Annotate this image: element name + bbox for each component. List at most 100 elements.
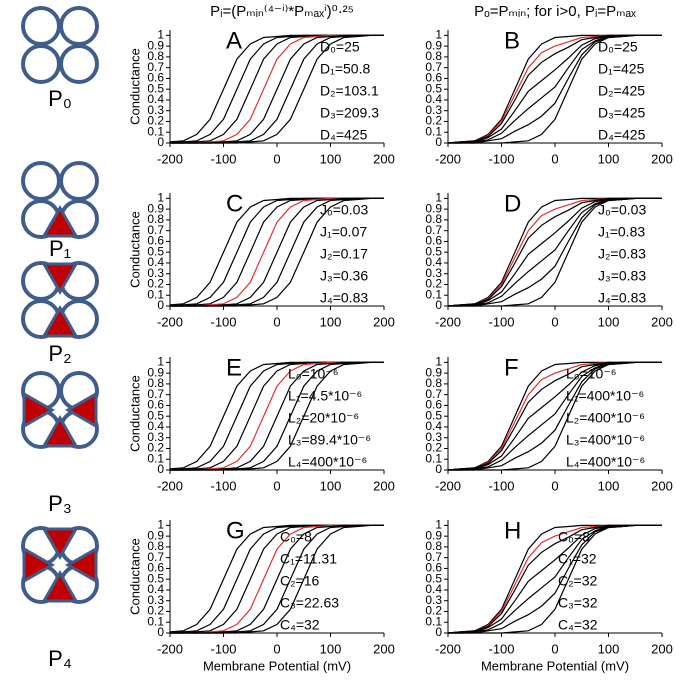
channel-icon — [21, 371, 99, 449]
active-subunit — [64, 391, 98, 429]
x-tick-label: 0 — [551, 478, 558, 493]
curve — [448, 197, 662, 307]
y-tick-label: 0.5 — [147, 571, 164, 585]
x-tick-label: 200 — [373, 641, 395, 656]
y-tick-label: 0.6 — [147, 234, 164, 248]
curve — [170, 34, 384, 144]
panel: 00.10.20.30.40.50.60.70.80.91-200 -100 0 10… — [127, 517, 394, 673]
icon-label: P₁ — [49, 236, 71, 261]
channel-icon — [21, 6, 99, 84]
y-tick-label: 1 — [157, 518, 164, 532]
y-axis-label: Conductance — [127, 48, 142, 125]
x-tick-label: -100 — [488, 641, 514, 656]
y-tick-label: 0.5 — [425, 244, 442, 258]
x-tick-label: -200 — [157, 478, 183, 493]
annotation: D₀=25 — [320, 39, 360, 55]
annotation: D₄=425 — [598, 127, 646, 143]
active-subunit — [41, 204, 79, 238]
y-tick-label: 0.9 — [425, 38, 442, 52]
annotation: L₂=400*10⁻⁶ — [566, 410, 645, 426]
y-axis-label: Conductance — [127, 211, 142, 288]
y-tick-label: 0.3 — [147, 103, 164, 117]
y-tick-label: 0.3 — [425, 266, 442, 280]
x-tick-label: 0 — [551, 641, 558, 656]
panel: 00.10.20.30.40.50.60.70.80.91-200 -100 0 10… — [127, 190, 394, 329]
y-tick-label: 0.2 — [425, 604, 442, 618]
active-subunit — [22, 546, 56, 584]
x-tick-label: -100 — [488, 478, 514, 493]
panel: 00.10.20.30.40.50.60.70.80.91-200 -100 0 10… — [127, 354, 394, 493]
curve — [170, 197, 384, 307]
subunit — [59, 161, 99, 201]
curve — [170, 524, 384, 634]
annotation: D₀=25 — [598, 39, 638, 55]
x-tick-label: -200 — [435, 641, 461, 656]
y-tick-label: 0.6 — [425, 234, 442, 248]
y-tick-label: 0.2 — [147, 277, 164, 291]
subunit — [21, 161, 61, 201]
curve — [170, 524, 384, 634]
annotation: C₂=32 — [558, 573, 598, 589]
annotation: J₄=0.83 — [598, 290, 646, 306]
x-tick-label: 100 — [320, 314, 342, 329]
curve — [448, 524, 662, 634]
y-tick-label: 0.2 — [425, 114, 442, 128]
curve — [447, 361, 662, 471]
annotation: L₃=89.4*10⁻⁶ — [288, 432, 371, 448]
y-tick-label: 0.1 — [147, 287, 164, 301]
x-tick-label: 100 — [320, 641, 342, 656]
y-tick-label: 0.7 — [425, 550, 442, 564]
curve — [447, 524, 662, 634]
annotation: J₃=0.36 — [320, 268, 368, 284]
panel: 00.10.20.30.40.50.60.70.80.91-200 -100 0 10… — [425, 354, 673, 493]
annotation: J₄=0.83 — [320, 290, 368, 306]
panel: 00.10.20.30.40.50.60.70.80.91-200 -100 0 10… — [425, 517, 673, 673]
curve — [447, 34, 662, 144]
x-tick-label: 100 — [598, 478, 620, 493]
y-tick-label: 0.8 — [147, 49, 164, 63]
panel-letter: D — [504, 190, 521, 217]
panel: 00.10.20.30.40.50.60.70.80.91-200 -100 0 10… — [127, 27, 394, 166]
x-tick-label: 0 — [273, 478, 280, 493]
annotation: J₁=0.07 — [320, 224, 367, 240]
y-tick-label: 0.1 — [425, 287, 442, 301]
y-tick-label: 0.7 — [147, 387, 164, 401]
panel: 00.10.20.30.40.50.60.70.80.91-200 -100 0 10… — [425, 190, 673, 329]
y-tick-label: 0.7 — [147, 223, 164, 237]
subunit — [21, 6, 61, 46]
panel-letter: A — [226, 27, 242, 54]
x-tick-label: -200 — [435, 478, 461, 493]
x-tick-label: -200 — [157, 314, 183, 329]
channel-icon — [21, 161, 99, 239]
y-tick-label: 0.5 — [425, 408, 442, 422]
column-title: Pᵢ=(Pₘᵢₙ⁽⁴⁻ⁱ⁾*Pₘₐₓⁱ)⁰·²⁵ — [210, 3, 354, 20]
annotation: D₃=425 — [598, 105, 646, 121]
y-tick-label: 0.6 — [425, 398, 442, 412]
x-tick-label: 200 — [651, 314, 673, 329]
annotation: L₂=20*10⁻⁶ — [288, 410, 359, 426]
panel-letter: E — [226, 354, 242, 381]
subunit — [59, 44, 99, 84]
y-tick-label: 1 — [157, 28, 164, 42]
annotation: C₁=11.31 — [280, 551, 337, 567]
annotation: J₂=0.17 — [320, 246, 368, 262]
x-tick-label: 0 — [551, 151, 558, 166]
y-tick-label: 0.2 — [147, 441, 164, 455]
x-tick-label: -200 — [435, 314, 461, 329]
annotation: J₀=0.03 — [320, 202, 368, 218]
y-tick-label: 0.2 — [425, 441, 442, 455]
y-tick-label: 0.1 — [147, 614, 164, 628]
y-tick-label: 0.4 — [147, 92, 164, 106]
annotation: D₁=425 — [598, 61, 645, 77]
panel-letter: H — [504, 517, 521, 544]
y-tick-label: 0.8 — [425, 539, 442, 553]
y-tick-label: 0.9 — [147, 528, 164, 542]
x-tick-label: -200 — [157, 641, 183, 656]
y-tick-label: 0.1 — [147, 451, 164, 465]
annotation: C₀=8 — [558, 529, 590, 545]
y-tick-label: 0.1 — [425, 614, 442, 628]
y-tick-label: 0.5 — [147, 81, 164, 95]
y-tick-label: 0.8 — [147, 376, 164, 390]
channel-icon — [21, 526, 99, 604]
